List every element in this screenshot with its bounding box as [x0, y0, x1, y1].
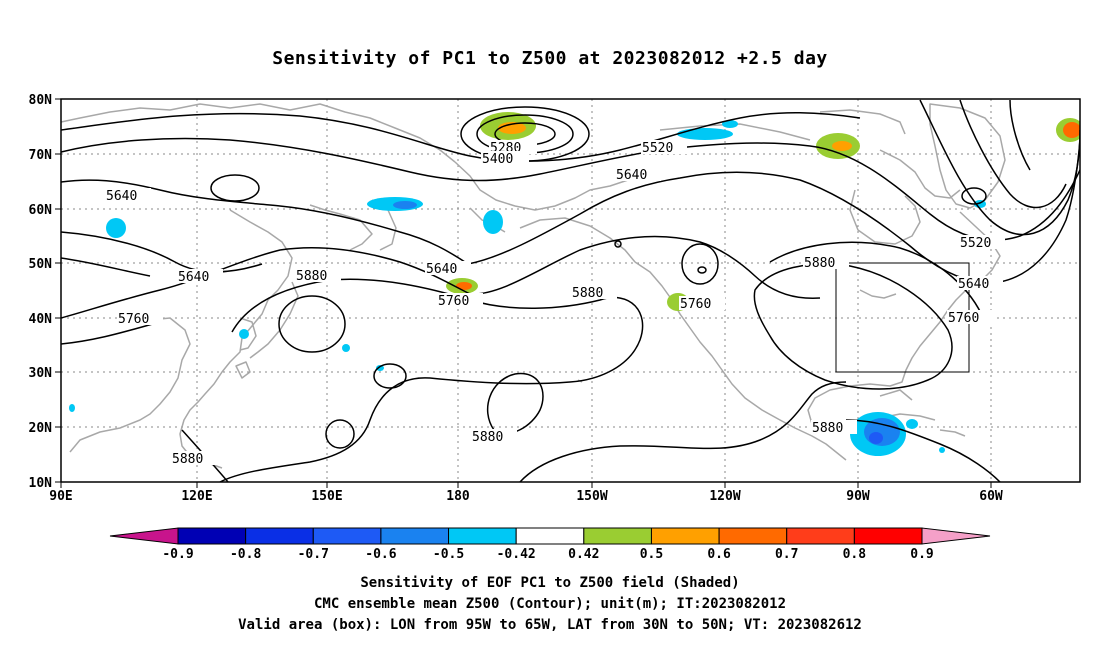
lon-label: 120W	[709, 489, 740, 504]
captions: Sensitivity of EOF PC1 to Z500 field (Sh…	[0, 573, 1100, 636]
colorbar-low-extend	[109, 527, 179, 545]
longitude-labels: 90E 120E 150E 180 150W 120W 90W 60W	[49, 489, 1003, 504]
lat-label: 40N	[29, 312, 53, 327]
colorbar-tick-label: 0.6	[707, 547, 731, 562]
contour-label-5640: 5640	[958, 277, 989, 292]
lat-label: 80N	[29, 93, 53, 108]
contour-label-5640: 5640	[616, 168, 647, 183]
colorbar-swatch	[380, 527, 450, 545]
colorbar-swatch	[245, 527, 314, 545]
colorbar-tick-label: 0.5	[640, 547, 663, 562]
colorbar-tick-label: 0.7	[775, 547, 798, 562]
colorbar-tick-label: -0.5	[433, 547, 464, 562]
contour-label-5520: 5520	[642, 141, 673, 156]
contour-labels: 5280 5400 5520 5640 5640 5640 5880 5640 …	[105, 140, 1005, 467]
contour-label-5880: 5880	[572, 286, 603, 301]
lon-label: 150E	[311, 489, 342, 504]
colorbar-swatch	[515, 527, 585, 545]
colorbar-swatch	[853, 527, 923, 545]
lat-label: 30N	[29, 366, 53, 381]
colorbar-swatch	[312, 527, 382, 545]
latitude-labels: 80N 70N 60N 50N 40N 30N 20N 10N	[29, 93, 53, 491]
plot-title: Sensitivity of PC1 to Z500 at 2023082012…	[272, 48, 828, 69]
graticule	[61, 99, 1080, 482]
contour-label-5640: 5640	[106, 189, 137, 204]
colorbar-tick-label: 0.9	[910, 547, 933, 562]
contour-label-5880: 5880	[172, 452, 203, 467]
colorbar-tick-label: 0.8	[843, 547, 867, 562]
colorbar-tick-label: -0.7	[298, 547, 329, 562]
colorbar-tick-label: -0.8	[230, 547, 261, 562]
contour-label-5640: 5640	[426, 262, 457, 277]
lon-label: 180	[446, 489, 470, 504]
z500-contours	[61, 99, 1080, 482]
contour-label-5760: 5760	[948, 311, 979, 326]
colorbar-tick-label: -0.9	[162, 547, 193, 562]
lat-label: 10N	[29, 476, 53, 491]
lat-label: 70N	[29, 148, 53, 163]
contour-label-5880: 5880	[296, 269, 327, 284]
colorbar-swatch	[177, 527, 247, 545]
lat-label: 20N	[29, 421, 53, 436]
contour-label-5880: 5880	[472, 430, 503, 445]
lon-label: 120E	[181, 489, 212, 504]
colorbar-tick-label: 0.42	[568, 547, 599, 562]
contour-label-5760: 5760	[438, 294, 469, 309]
colorbar-swatch	[650, 527, 720, 545]
contour-label-5760: 5760	[118, 312, 149, 327]
colorbar-swatch	[786, 527, 855, 545]
map-panel	[61, 99, 1080, 482]
colorbar-swatch	[583, 527, 652, 545]
colorbar: -0.9 -0.8 -0.7 -0.6 -0.5 -0.42 0.42 0.5 0.6 0.7 0.…	[109, 527, 991, 562]
caption-valid-area: Valid area (box): LON from 95W to 65W, L…	[238, 617, 862, 633]
lat-label: 60N	[29, 203, 53, 218]
contour-label-5400: 5400	[482, 152, 513, 167]
contour-label-5640: 5640	[178, 270, 209, 285]
contour-label-5880: 5880	[804, 256, 835, 271]
contour-label-5520: 5520	[960, 236, 991, 251]
lon-label: 150W	[576, 489, 607, 504]
caption-shaded: Sensitivity of EOF PC1 to Z500 field (Sh…	[360, 575, 740, 591]
contour-label-5880: 5880	[812, 421, 843, 436]
lon-label: 90W	[846, 489, 870, 504]
caption-contour: CMC ensemble mean Z500 (Contour); unit(m…	[313, 596, 786, 612]
map-border	[60, 98, 1081, 483]
contour-label-5760: 5760	[680, 297, 711, 312]
colorbar-high-extend	[921, 527, 991, 545]
colorbar-tick-label: -0.42	[497, 547, 536, 562]
colorbar-tick-label: -0.6	[365, 547, 396, 562]
axis-ticks	[55, 98, 992, 488]
colorbar-swatch	[448, 527, 517, 545]
colorbar-swatch	[718, 527, 788, 545]
lat-label: 50N	[29, 257, 53, 272]
lon-label: 60W	[979, 489, 1003, 504]
lon-label: 90E	[49, 489, 72, 504]
